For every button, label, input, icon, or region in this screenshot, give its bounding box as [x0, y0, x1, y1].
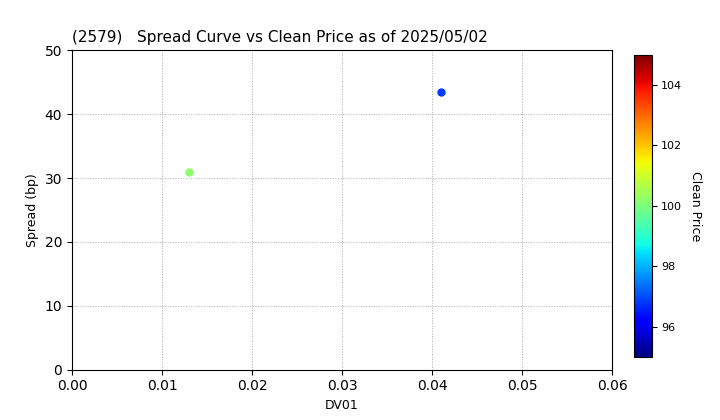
Y-axis label: Spread (bp): Spread (bp) — [26, 173, 39, 247]
Point — [435, 89, 446, 95]
Y-axis label: Clean Price: Clean Price — [689, 171, 702, 241]
Text: (2579)   Spread Curve vs Clean Price as of 2025/05/02: (2579) Spread Curve vs Clean Price as of… — [72, 30, 487, 45]
X-axis label: DV01: DV01 — [325, 399, 359, 412]
Point — [183, 168, 194, 175]
